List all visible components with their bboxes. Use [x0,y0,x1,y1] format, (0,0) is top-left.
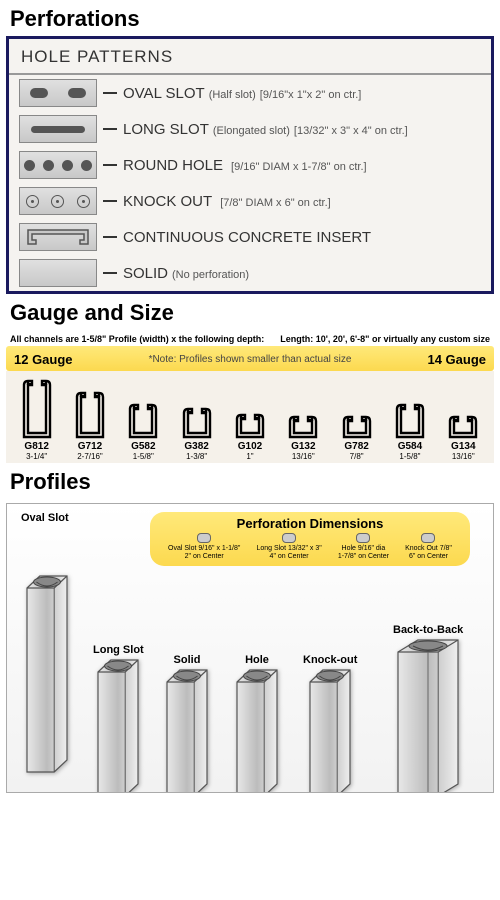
perf-dims: [13/32" x 3" x 4" on ctr.] [294,125,408,137]
perf-name: SOLID [123,265,168,282]
perf-row-3: KNOCK OUT [7/8" DIAM x 6" on ctr.] [9,183,491,219]
profile-label: Knock-out [303,654,357,666]
dash-icon [103,92,117,94]
perf-row-5: SOLID (No perforation) [9,255,491,291]
dim-cell-1: Long Slot 13/32" x 3"4" on Center [256,533,321,560]
channel-id: G782 [344,441,368,452]
perforations-title: Perforations [0,0,500,36]
channel-id: G132 [291,441,315,452]
channel-depth: 13/16" [452,452,475,461]
channel-G812: G8123-1/4" [22,379,52,461]
perf-swatch-long [19,115,97,143]
dash-icon [103,200,117,202]
perf-sub: (Half slot) [209,89,256,101]
dash-icon [103,164,117,166]
channel-id: G582 [131,441,155,452]
channel-G102: G1021" [235,413,265,461]
profile-oval-slot [23,574,71,779]
perf-swatch-cci [19,223,97,251]
dash-icon [103,128,117,130]
profile-hole: Hole [233,654,281,793]
channel-depth: 3-1/4" [26,452,47,461]
profile-label: Solid [163,654,211,666]
perf-name: CONTINUOUS CONCRETE INSERT [123,229,371,246]
perf-swatch-solid [19,259,97,287]
channel-depth: 2-7/16" [77,452,103,461]
channel-depth: 1-3/8" [186,452,207,461]
profile-label: Hole [233,654,281,666]
perf-row-0: OVAL SLOT (Half slot) [9/16"x 1"x 2" on … [9,75,491,111]
channel-G134: G13413/16" [448,415,478,461]
gauge-band: 12 Gauge *Note: Profiles shown smaller t… [6,346,494,371]
hole-patterns-header: HOLE PATTERNS [9,39,491,75]
perf-name: ROUND HOLE [123,157,223,174]
gauge-title: Gauge and Size [0,294,500,330]
perf-name: KNOCK OUT [123,193,212,210]
perf-sub: (No perforation) [172,269,249,281]
profile-label-ovalslot-top: Oval Slot [13,512,133,574]
perf-row-4: CONTINUOUS CONCRETE INSERT [9,219,491,255]
profile-label: Back-to-Back [393,624,463,636]
perforation-dimensions-title: Perforation Dimensions [160,516,460,531]
channel-G132: G13213/16" [288,415,318,461]
profile-solid: Solid [163,654,211,793]
dim-shape-icon [421,533,435,543]
perf-row-2: ROUND HOLE [9/16" DIAM x 1-7/8" on ctr.] [9,147,491,183]
channel-id: G712 [78,441,102,452]
profile-label: Long Slot [93,644,144,656]
channel-G382: G3821-3/8" [182,407,212,461]
profiles-title: Profiles [0,463,500,499]
perf-row-1: LONG SLOT (Elongated slot) [13/32" x 3" … [9,111,491,147]
gauge-14-label: 14 Gauge [427,352,486,367]
channel-depth: 7/8" [350,452,364,461]
channel-id: G102 [238,441,262,452]
dim-cell-2: Hole 9/16" dia1-7/8" on Center [338,533,389,560]
gauge-note: *Note: Profiles shown smaller than actua… [149,354,352,365]
perforation-dimensions-band: Perforation Dimensions Oval Slot 9/16" x… [150,512,470,566]
perf-swatch-oval [19,79,97,107]
gauge-meta: All channels are 1-5/8" Profile (width) … [0,330,500,346]
perf-dims: [9/16"x 1"x 2" on ctr.] [260,89,362,101]
channel-id: G382 [184,441,208,452]
perf-name: OVAL SLOT [123,85,205,102]
dim-shape-icon [282,533,296,543]
gauge-meta-right: Length: 10', 20', 6'-8" or virtually any… [280,334,490,344]
dim-shape-icon [356,533,370,543]
channel-id: G134 [451,441,475,452]
profiles-panel: Oval Slot Perforation Dimensions Oval Sl… [6,503,494,793]
profile-knock-out: Knock-out [303,654,357,793]
profile-long-slot: Long Slot [93,644,144,793]
dim-shape-icon [197,533,211,543]
channels-row: G8123-1/4" G7122-7/16" G5821-5/8" G3821-… [6,371,494,463]
hole-patterns-panel: HOLE PATTERNS OVAL SLOT (Half slot) [9/1… [6,36,494,294]
channel-id: G584 [398,441,422,452]
channel-G584: G5841-5/8" [395,403,425,461]
perf-swatch-knock [19,187,97,215]
dash-icon [103,272,117,274]
gauge-meta-left: All channels are 1-5/8" Profile (width) … [10,334,264,344]
dash-icon [103,236,117,238]
dim-cell-3: Knock Out 7/8"6" on Center [405,533,452,560]
channel-depth: 13/16" [292,452,315,461]
channel-G782: G7827/8" [342,415,372,461]
channel-G582: G5821-5/8" [128,403,158,461]
perf-swatch-round [19,151,97,179]
channel-id: G812 [24,441,48,452]
channel-depth: 1" [246,452,253,461]
perf-name: LONG SLOT [123,121,209,138]
perf-dims: [7/8" DIAM x 6" on ctr.] [220,197,331,209]
channel-G712: G7122-7/16" [75,391,105,461]
profile-back-to-back: Back-to-Back [393,624,463,793]
gauge-12-label: 12 Gauge [14,352,73,367]
dim-cell-0: Oval Slot 9/16" x 1-1/8"2" on Center [168,533,240,560]
perf-dims: [9/16" DIAM x 1-7/8" on ctr.] [231,161,367,173]
channel-depth: 1-5/8" [399,452,420,461]
perf-sub: (Elongated slot) [213,125,290,137]
channel-depth: 1-5/8" [133,452,154,461]
